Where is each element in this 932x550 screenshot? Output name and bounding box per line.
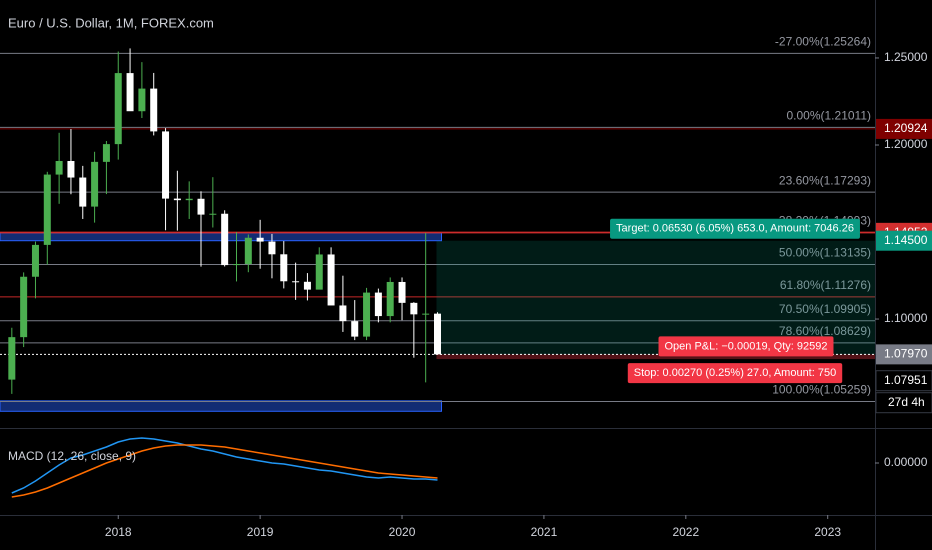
- candle-body: [244, 237, 252, 265]
- candle-body: [315, 254, 323, 290]
- x-tick-label: 2023: [814, 525, 841, 539]
- macd-y-tick-label: 0.00000: [884, 455, 928, 469]
- candle-body: [138, 88, 146, 112]
- pnl-label-bg: [658, 336, 834, 357]
- price-label: 1.14500: [884, 233, 928, 247]
- price-label-bg: [876, 230, 932, 251]
- candle-body: [327, 254, 335, 306]
- candle-body: [374, 292, 382, 317]
- candle-body: [351, 321, 359, 337]
- candle-body: [102, 144, 110, 162]
- target-label: Target: 0.06530 (6.05%) 653.0, Amount: 7…: [616, 223, 854, 235]
- candle-body: [20, 276, 28, 338]
- candle-body: [410, 302, 418, 315]
- candle-body: [173, 198, 181, 201]
- price-label-bg: [876, 344, 932, 365]
- stop-label: Stop: 0.00270 (0.25%) 27.0, Amount: 750: [634, 367, 836, 379]
- candle-body: [280, 254, 288, 282]
- macd-title: MACD (12, 26, close, 9): [8, 449, 136, 463]
- fib-label: 50.00%(1.13135): [779, 246, 871, 260]
- candle-body: [67, 161, 75, 178]
- candle-body: [221, 213, 229, 266]
- price-label: 1.07970: [884, 347, 928, 361]
- x-tick-label: 2021: [531, 525, 558, 539]
- candle-body: [43, 174, 51, 245]
- fib-label: 61.80%(1.11276): [780, 278, 871, 292]
- candle-body: [126, 73, 134, 112]
- y-tick-label: 1.20000: [884, 137, 928, 151]
- price-label-bg: [876, 118, 932, 139]
- candle-body: [79, 177, 87, 207]
- fib-label: 70.50%(1.09905): [779, 302, 871, 316]
- price-label-bg: [875, 370, 932, 392]
- candle-body: [162, 131, 170, 199]
- x-tick-label: 2022: [672, 525, 699, 539]
- candle-body: [256, 237, 264, 242]
- countdown: 27d 4h: [888, 395, 925, 409]
- candle-body: [31, 244, 39, 277]
- y-tick-label: 1.10000: [884, 311, 928, 325]
- pnl-label: Open P&L: −0.00019, Qty: 92592: [665, 340, 828, 352]
- candle-body: [55, 161, 63, 175]
- macd-line: [11, 437, 438, 494]
- candle-body: [386, 281, 394, 317]
- candle-body: [422, 313, 430, 315]
- fib-label: 100.00%(1.05259): [772, 383, 871, 397]
- candle-body: [232, 264, 240, 266]
- candle-body: [209, 213, 217, 215]
- candle-body: [363, 292, 371, 337]
- x-tick-label: 2020: [389, 525, 416, 539]
- zone: [0, 232, 442, 242]
- candle-body: [292, 281, 300, 283]
- price-label: 1.07951: [884, 373, 928, 387]
- candle-body: [197, 198, 205, 215]
- x-tick-label: 2018: [105, 525, 132, 539]
- candle-body: [150, 88, 158, 132]
- candle-body: [339, 305, 347, 322]
- fib-label: -27.00%(1.25264): [775, 35, 871, 49]
- target-zone: [436, 240, 875, 355]
- macd-line: [11, 444, 438, 498]
- candle-body: [434, 313, 441, 355]
- countdown-bg: [875, 392, 932, 414]
- fib-label: 23.60%(1.17293): [779, 173, 871, 187]
- fib-label: 78.60%(1.08629): [779, 324, 871, 338]
- candle-body: [268, 241, 276, 255]
- candle-body: [303, 281, 311, 290]
- stop-zone: [436, 354, 875, 360]
- price-label: 1.20924: [884, 121, 928, 135]
- candle-body: [91, 161, 99, 207]
- fib-label: 0.00%(1.21011): [786, 109, 871, 123]
- candle-body: [114, 73, 122, 145]
- candle-body: [398, 281, 406, 303]
- candle-body: [8, 337, 16, 380]
- x-tick-label: 2019: [247, 525, 274, 539]
- stop-label-bg: [627, 363, 843, 384]
- zone: [0, 400, 442, 412]
- y-tick-label: 1.25000: [884, 50, 928, 64]
- target-label-bg: [610, 218, 860, 239]
- chart-title: Euro / U.S. Dollar, 1M, FOREX.com: [8, 15, 214, 30]
- candle-body: [185, 198, 193, 201]
